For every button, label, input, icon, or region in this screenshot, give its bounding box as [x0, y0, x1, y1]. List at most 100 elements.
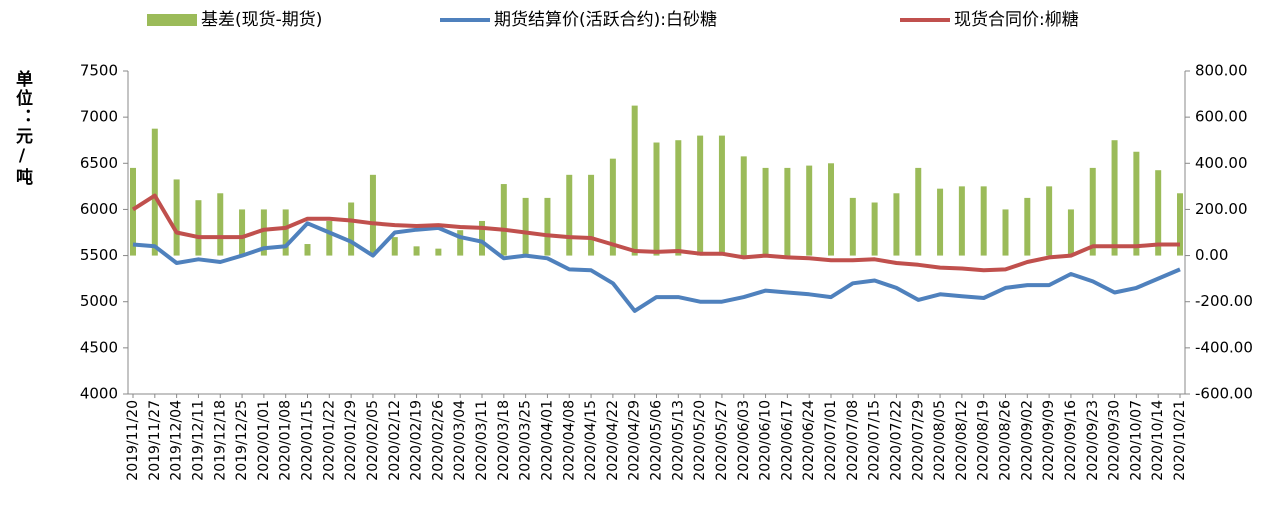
bar — [173, 179, 180, 256]
x-tick-label: 2020/05/06 — [649, 400, 665, 481]
x-tick-label: 2020/04/15 — [583, 400, 599, 481]
x-tick-label: 2020/04/29 — [627, 400, 643, 481]
x-tick-label: 2020/05/27 — [714, 400, 730, 481]
x-tick-label: 2020/09/16 — [1063, 400, 1079, 481]
y-tick-label: 6500 — [80, 154, 118, 172]
bar — [151, 128, 158, 256]
bar — [500, 184, 507, 256]
x-tick-label: 2019/12/18 — [212, 400, 228, 481]
line — [132, 221, 1181, 313]
bar — [1089, 167, 1096, 256]
bar — [217, 193, 224, 256]
bar — [435, 248, 442, 256]
x-tick-label: 2020/08/05 — [932, 400, 948, 481]
x-tick-label: 2019/12/11 — [190, 400, 206, 481]
legend-label: 期货结算价(活跃合约):白砂糖 — [494, 10, 717, 30]
bar — [195, 200, 202, 256]
bar — [479, 220, 485, 256]
x-tick-label: 2020/05/13 — [670, 400, 686, 481]
x-tick-label: 2020/10/14 — [1150, 400, 1166, 481]
bar — [849, 197, 856, 256]
x-tick-label: 2020/07/08 — [845, 400, 861, 481]
y2-tick-label: -200.00 — [1195, 292, 1253, 310]
bar — [1024, 197, 1031, 256]
bar — [697, 135, 704, 256]
x-tick-label: 2020/01/01 — [256, 400, 272, 481]
y2-tick-label: -400.00 — [1195, 338, 1253, 356]
y2-tick-label: 400.00 — [1195, 154, 1248, 172]
bar — [893, 193, 900, 256]
bar — [282, 209, 289, 256]
bar — [631, 105, 638, 256]
x-tick-label: 2020/02/05 — [365, 400, 381, 481]
bar — [326, 220, 333, 256]
x-tick-label: 2020/03/25 — [518, 400, 534, 481]
bar — [1111, 140, 1118, 256]
bar — [1155, 170, 1162, 256]
legend-label: 基差(现货-期货) — [201, 10, 322, 30]
bar — [653, 142, 660, 256]
x-tick-label: 2020/10/21 — [1172, 400, 1188, 481]
x-tick-label: 2020/01/08 — [278, 400, 294, 481]
y-tick-label: 4000 — [80, 385, 118, 403]
bar — [260, 209, 267, 256]
x-tick-label: 2019/12/04 — [169, 400, 185, 481]
x-tick-label: 2020/07/22 — [888, 400, 904, 481]
bar — [675, 140, 682, 256]
bar — [958, 186, 965, 256]
bar — [1177, 193, 1183, 256]
bar — [348, 202, 355, 256]
x-tick-label: 2020/01/29 — [343, 400, 359, 481]
bar — [566, 174, 573, 256]
bar — [609, 158, 616, 256]
bar — [1046, 186, 1053, 256]
x-tick-label: 2020/04/01 — [539, 400, 555, 481]
y-axis-title: 单位：元/吨 — [12, 69, 33, 187]
x-tick-label: 2020/08/19 — [976, 400, 992, 481]
x-tick-label: 2020/10/07 — [1128, 400, 1144, 481]
y-tick-label: 4500 — [80, 338, 118, 356]
y2-tick-label: 200.00 — [1195, 200, 1248, 218]
bar — [457, 230, 464, 256]
y2-tick-label: 0.00 — [1195, 246, 1228, 264]
x-tick-label: 2019/11/20 — [125, 400, 141, 481]
bar — [1133, 151, 1140, 256]
x-tick-label: 2020/04/22 — [605, 400, 621, 481]
x-tick-label: 2020/02/26 — [430, 400, 446, 481]
bar — [391, 237, 398, 256]
x-tick-label: 2020/02/19 — [409, 400, 425, 481]
y-tick-label: 6000 — [80, 200, 118, 218]
y-tick-label: 5000 — [80, 292, 118, 310]
x-tick-label: 2020/05/20 — [692, 400, 708, 481]
bar — [304, 244, 311, 256]
bar — [937, 188, 944, 256]
bar — [828, 163, 834, 256]
bar — [871, 202, 878, 256]
bar — [806, 165, 813, 256]
bar — [740, 156, 747, 256]
x-tick-label: 2020/04/08 — [561, 400, 577, 481]
x-tick-label: 2020/07/15 — [867, 400, 883, 481]
bar — [1002, 209, 1009, 256]
bar — [718, 135, 725, 256]
bar — [1067, 209, 1074, 256]
bar — [762, 167, 769, 256]
x-tick-label: 2020/07/29 — [910, 400, 926, 481]
bar — [980, 186, 987, 256]
bar — [522, 197, 529, 256]
y2-tick-label: -600.00 — [1195, 385, 1253, 403]
x-tick-label: 2020/03/18 — [496, 400, 512, 481]
line — [131, 193, 1180, 273]
legend-swatch — [147, 14, 197, 26]
bar — [915, 167, 922, 256]
x-tick-label: 2020/03/04 — [452, 400, 468, 481]
x-tick-label: 2020/06/17 — [779, 400, 795, 481]
bar — [544, 197, 551, 256]
x-tick-label: 2020/06/24 — [801, 400, 817, 481]
x-tick-label: 2020/03/11 — [474, 400, 490, 481]
bar — [369, 174, 376, 256]
x-tick-label: 2020/07/01 — [823, 400, 839, 481]
x-tick-label: 2020/09/09 — [1041, 400, 1057, 481]
y-tick-label: 7500 — [80, 62, 118, 80]
x-tick-label: 2020/09/02 — [1019, 400, 1035, 481]
